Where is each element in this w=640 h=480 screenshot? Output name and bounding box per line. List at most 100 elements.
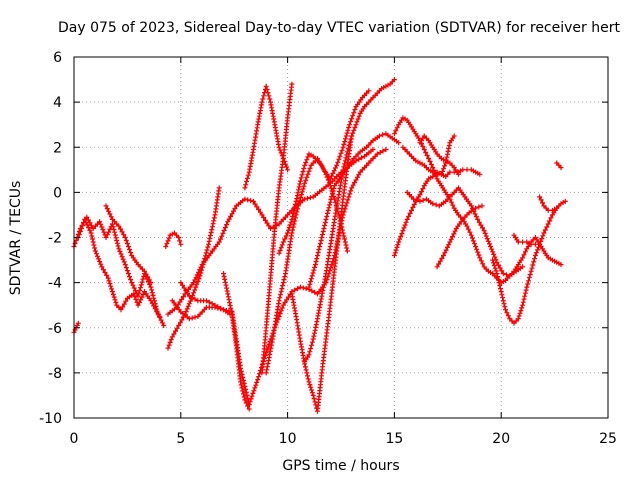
data-point: [356, 113, 362, 119]
data-point: [318, 238, 324, 243]
data-point: [354, 119, 360, 125]
data-point: [411, 201, 417, 207]
data-point: [289, 81, 295, 87]
series-9: [221, 271, 252, 412]
data-point: [345, 127, 351, 133]
data-point: [164, 241, 170, 247]
data-point: [533, 250, 539, 256]
data-point: [112, 232, 118, 238]
data-point: [527, 272, 533, 277]
x-tick-label: 5: [176, 431, 185, 447]
data-point: [350, 130, 356, 136]
data-point: [253, 382, 259, 388]
data-point: [525, 281, 531, 287]
data-point: [488, 244, 493, 249]
data-point: [414, 197, 420, 203]
data-point: [482, 230, 488, 236]
data-point: [522, 249, 528, 255]
data-point: [343, 136, 348, 142]
series-15: [302, 77, 397, 365]
data-point: [428, 162, 434, 167]
data-point: [284, 164, 289, 170]
data-point: [98, 261, 104, 267]
data-point: [341, 164, 347, 170]
data-point: [356, 156, 362, 162]
data-point: [208, 230, 214, 235]
data-point: [107, 211, 113, 217]
data-point: [351, 127, 357, 133]
data-point: [404, 216, 410, 222]
data-point: [348, 188, 354, 194]
data-point: [178, 280, 184, 286]
data-point: [323, 217, 329, 222]
data-point: [518, 308, 524, 314]
data-point: [114, 240, 120, 246]
data-point: [101, 229, 107, 235]
data-point: [528, 241, 534, 247]
data-point: [228, 213, 234, 219]
data-point: [189, 295, 195, 301]
data-point: [243, 400, 249, 406]
data-point: [319, 162, 325, 168]
series-21: [417, 133, 461, 177]
data-point: [304, 370, 310, 376]
data-point: [220, 230, 226, 236]
data-point: [107, 281, 113, 286]
data-point: [113, 235, 119, 241]
data-point: [242, 397, 248, 403]
data-point: [139, 294, 145, 300]
data-point: [530, 262, 536, 268]
data-point: [122, 235, 128, 240]
data-point: [184, 306, 190, 312]
data-point: [129, 280, 135, 286]
data-point: [121, 301, 127, 307]
data-point: [261, 93, 267, 99]
data-point: [248, 396, 254, 402]
data-point: [242, 185, 248, 191]
data-point: [476, 219, 482, 225]
data-point: [238, 379, 244, 385]
data-point: [196, 276, 202, 282]
data-point: [287, 222, 293, 228]
data-point: [464, 223, 470, 229]
data-point: [282, 300, 288, 305]
data-point: [224, 222, 230, 228]
data-point: [281, 277, 287, 283]
data-point: [242, 383, 248, 389]
data-point: [114, 238, 120, 243]
data-point: [145, 274, 151, 280]
y-tick-label: -10: [39, 411, 62, 427]
data-point: [222, 225, 228, 230]
data-point: [341, 233, 347, 239]
chart-title: Day 075 of 2023, Sidereal Day-to-day VTE…: [58, 20, 620, 36]
data-point: [100, 227, 106, 233]
data-point: [503, 307, 508, 313]
data-point: [299, 192, 304, 198]
data-point: [252, 201, 258, 207]
data-point: [293, 198, 299, 204]
data-point: [276, 298, 282, 304]
data-point: [177, 238, 183, 244]
data-point: [348, 119, 354, 125]
data-point: [485, 238, 491, 244]
data-point: [467, 229, 473, 235]
data-point: [521, 296, 527, 302]
data-point: [111, 294, 117, 300]
data-point: [179, 296, 185, 302]
data-point: [370, 147, 376, 152]
data-point: [532, 241, 538, 247]
data-point: [266, 341, 272, 347]
data-point: [116, 246, 122, 252]
data-point: [344, 152, 350, 158]
x-tick-label: 10: [279, 431, 297, 447]
data-point: [436, 261, 442, 267]
data-point: [89, 233, 95, 239]
data-point: [337, 153, 343, 159]
data-point: [103, 235, 109, 240]
data-point: [280, 239, 286, 245]
data-point: [309, 339, 315, 345]
data-point: [327, 199, 333, 205]
data-point: [199, 264, 205, 270]
data-point: [359, 155, 365, 161]
data-point: [456, 171, 461, 177]
